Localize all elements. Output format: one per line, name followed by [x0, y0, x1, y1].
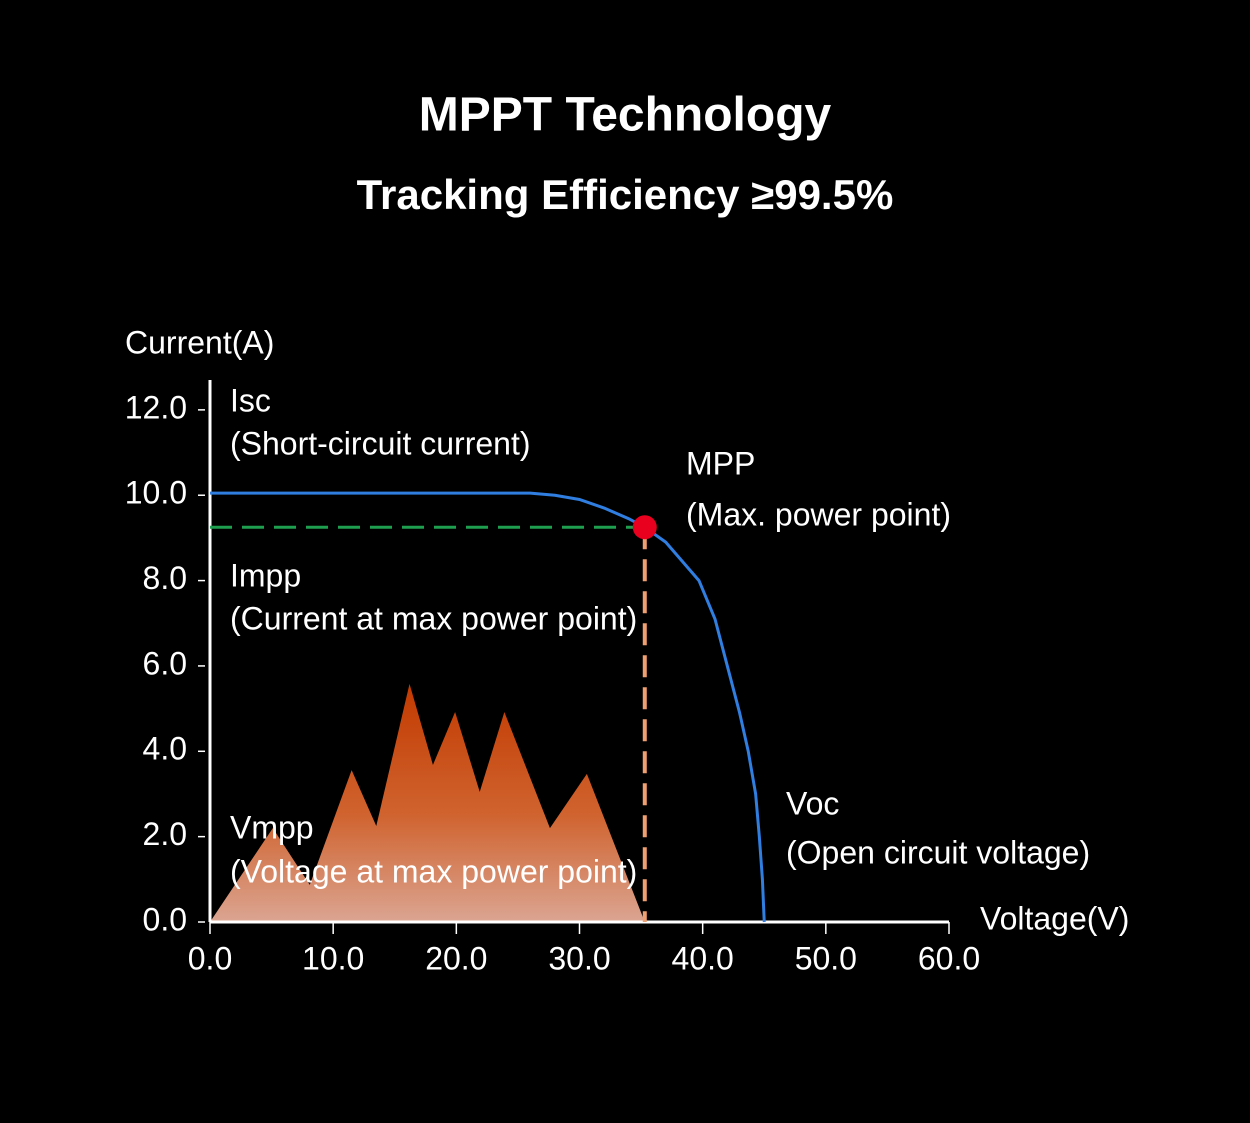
annotation: (Short-circuit current): [230, 425, 531, 461]
power-area: [210, 683, 645, 922]
plot-area: 0.0 2.0 4.0 6.0 8.0 10.0 12.0 0.0 10.0 20.0 30.0 40…: [125, 380, 1090, 976]
annotation: (Current at max power point): [230, 600, 637, 636]
mpp-point: [632, 515, 657, 540]
y-tick-label: 0.0: [143, 901, 187, 937]
x-axis-label: Voltage(V): [980, 900, 1129, 936]
x-tick-label: 40.0: [672, 940, 734, 976]
chart-subtitle: Tracking Efficiency ≥99.5%: [357, 171, 894, 218]
annotation: Isc: [230, 382, 271, 418]
x-tick-label: 60.0: [918, 940, 980, 976]
annotation: (Voltage at max power point): [230, 853, 637, 889]
x-tick-label: 0.0: [188, 940, 232, 976]
x-tick-label: 10.0: [302, 940, 364, 976]
y-axis-label: Current(A): [125, 324, 274, 360]
x-tick-label: 50.0: [795, 940, 857, 976]
annotation: Voc: [786, 785, 839, 821]
annotation: MPP: [686, 445, 755, 481]
chart-title: MPPT Technology: [419, 89, 832, 142]
annotation: Impp: [230, 557, 301, 593]
annotation: Vmpp: [230, 809, 314, 845]
x-tick-label: 20.0: [425, 940, 487, 976]
y-tick-label: 4.0: [143, 731, 187, 767]
x-tick-label: 30.0: [548, 940, 610, 976]
y-tick-label: 10.0: [125, 475, 187, 511]
y-tick-label: 8.0: [143, 560, 187, 596]
annotation: (Open circuit voltage): [786, 834, 1090, 870]
iv-curve: [210, 491, 766, 923]
y-tick-label: 6.0: [143, 645, 187, 681]
y-tick-label: 12.0: [125, 389, 187, 425]
annotation: (Max. power point): [686, 496, 951, 532]
y-tick-label: 2.0: [143, 816, 187, 852]
